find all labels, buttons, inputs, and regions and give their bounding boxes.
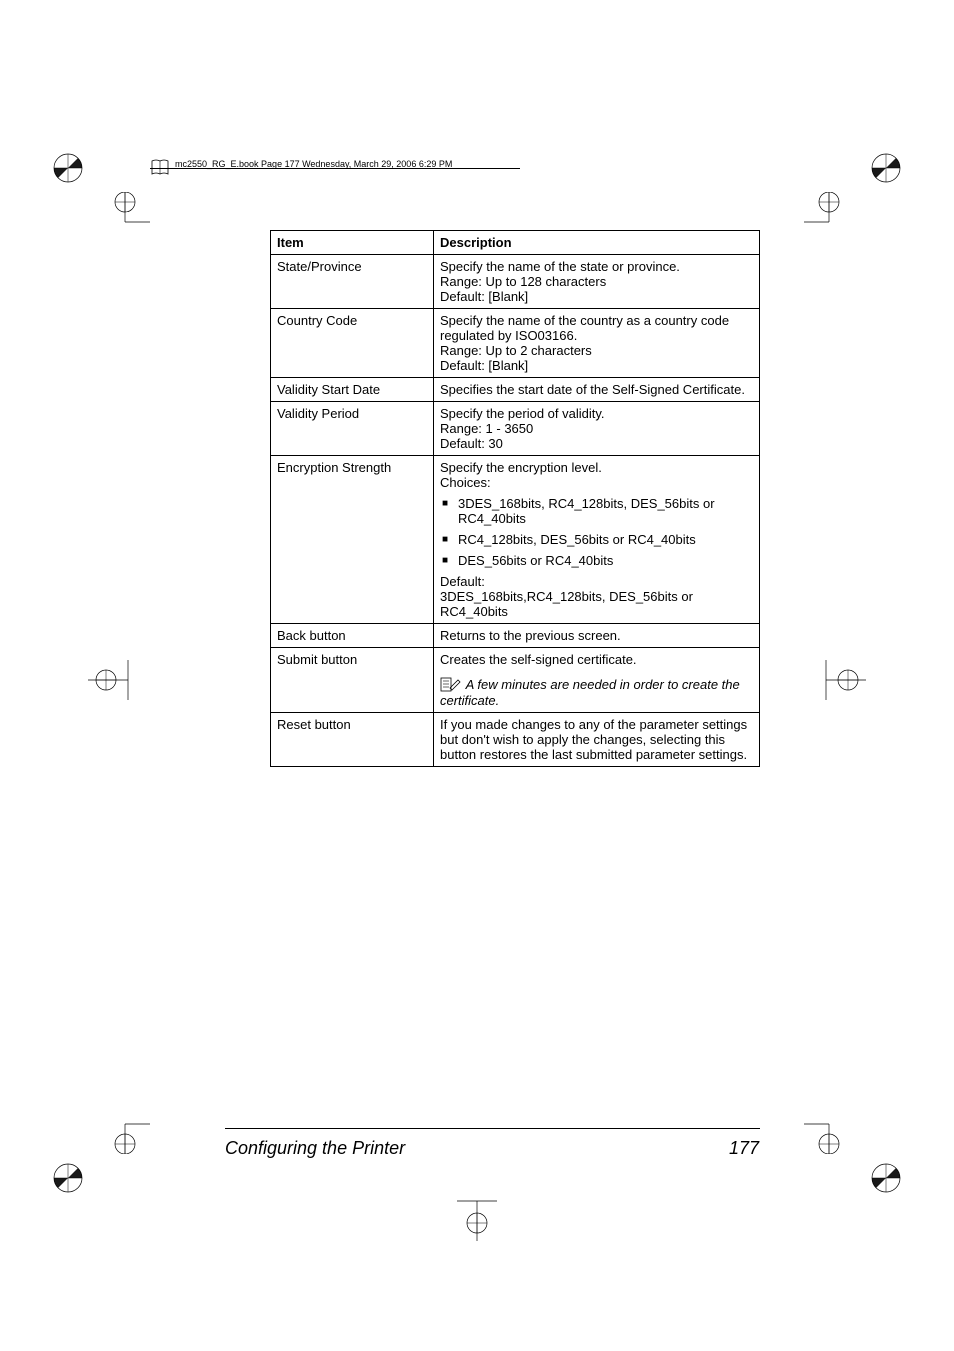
table-row: Back button Returns to the previous scre… bbox=[271, 624, 760, 648]
registration-mark bbox=[50, 150, 86, 191]
desc-line: Choices: bbox=[440, 475, 491, 490]
item-cell: Validity Start Date bbox=[271, 378, 434, 402]
table-header-row: Item Description bbox=[271, 231, 760, 255]
desc-cell: Creates the self-signed certificate. A f… bbox=[434, 648, 760, 713]
item-cell: Country Code bbox=[271, 309, 434, 378]
encryption-choices: 3DES_168bits, RC4_128bits, DES_56bits or… bbox=[440, 496, 753, 568]
choice-item: RC4_128bits, DES_56bits or RC4_40bits bbox=[458, 532, 753, 547]
desc-line: Specify the period of validity. bbox=[440, 406, 605, 421]
item-cell: Encryption Strength bbox=[271, 456, 434, 624]
item-cell: Validity Period bbox=[271, 402, 434, 456]
desc-line: Default: 30 bbox=[440, 436, 503, 451]
table-row: Encryption Strength Specify the encrypti… bbox=[271, 456, 760, 624]
crop-mark bbox=[457, 1181, 497, 1246]
running-header: mc2550_RG_E.book Page 177 Wednesday, Mar… bbox=[175, 159, 452, 169]
desc-line: Specify the name of the country as a cou… bbox=[440, 313, 729, 343]
crop-mark bbox=[804, 1074, 854, 1159]
crop-mark bbox=[100, 1074, 150, 1159]
desc-cell: Specifies the start date of the Self-Sig… bbox=[434, 378, 760, 402]
desc-cell: Returns to the previous screen. bbox=[434, 624, 760, 648]
footer-rule bbox=[225, 1128, 760, 1129]
desc-line: Specify the name of the state or provinc… bbox=[440, 259, 680, 274]
col-item-header: Item bbox=[271, 231, 434, 255]
crop-mark bbox=[100, 192, 150, 277]
item-cell: Submit button bbox=[271, 648, 434, 713]
choice-item: 3DES_168bits, RC4_128bits, DES_56bits or… bbox=[458, 496, 753, 526]
footer-section-title: Configuring the Printer bbox=[225, 1138, 405, 1159]
spec-table: Item Description State/Province Specify … bbox=[270, 230, 760, 767]
desc-line: Default: [Blank] bbox=[440, 358, 528, 373]
registration-mark bbox=[868, 1160, 904, 1201]
desc-cell: Specify the encryption level. Choices: 3… bbox=[434, 456, 760, 624]
default-label: Default: bbox=[440, 574, 485, 589]
registration-mark bbox=[50, 1160, 86, 1201]
col-desc-header: Description bbox=[434, 231, 760, 255]
table-row: Validity Start Date Specifies the start … bbox=[271, 378, 760, 402]
crop-mark bbox=[806, 660, 866, 705]
crop-mark bbox=[804, 192, 854, 277]
desc-line: Range: Up to 2 characters bbox=[440, 343, 592, 358]
item-cell: State/Province bbox=[271, 255, 434, 309]
note-row: A few minutes are needed in order to cre… bbox=[440, 677, 753, 708]
desc-cell: If you made changes to any of the parame… bbox=[434, 713, 760, 767]
table-row: Reset button If you made changes to any … bbox=[271, 713, 760, 767]
desc-line: Default: [Blank] bbox=[440, 289, 528, 304]
footer-page-number: 177 bbox=[729, 1138, 759, 1159]
item-cell: Reset button bbox=[271, 713, 434, 767]
desc-cell: Specify the period of validity. Range: 1… bbox=[434, 402, 760, 456]
item-cell: Back button bbox=[271, 624, 434, 648]
default-value: 3DES_168bits,RC4_128bits, DES_56bits or … bbox=[440, 589, 693, 619]
note-icon bbox=[440, 677, 462, 693]
desc-line: Creates the self-signed certificate. bbox=[440, 652, 637, 667]
desc-cell: Specify the name of the country as a cou… bbox=[434, 309, 760, 378]
spec-table-container: Item Description State/Province Specify … bbox=[270, 230, 760, 767]
table-row: Country Code Specify the name of the cou… bbox=[271, 309, 760, 378]
note-text: A few minutes are needed in order to cre… bbox=[440, 677, 740, 708]
crop-mark bbox=[88, 660, 148, 705]
desc-line: Range: Up to 128 characters bbox=[440, 274, 606, 289]
desc-line: Range: 1 - 3650 bbox=[440, 421, 533, 436]
table-row: Submit button Creates the self-signed ce… bbox=[271, 648, 760, 713]
desc-line: Specify the encryption level. bbox=[440, 460, 602, 475]
choice-item: DES_56bits or RC4_40bits bbox=[458, 553, 753, 568]
desc-cell: Specify the name of the state or provinc… bbox=[434, 255, 760, 309]
registration-mark bbox=[868, 150, 904, 191]
table-row: State/Province Specify the name of the s… bbox=[271, 255, 760, 309]
table-row: Validity Period Specify the period of va… bbox=[271, 402, 760, 456]
